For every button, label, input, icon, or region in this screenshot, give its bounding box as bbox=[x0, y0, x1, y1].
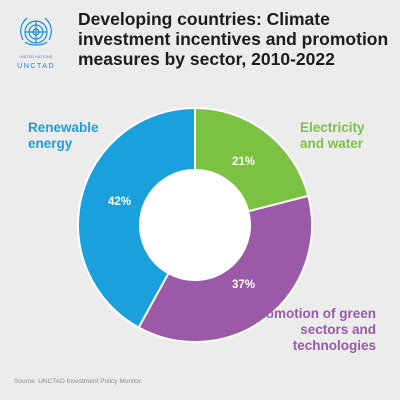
chart-title: Developing countries: Climate investment… bbox=[78, 9, 389, 69]
label-promotion-green: Promotion of green sectors and technolog… bbox=[251, 306, 377, 353]
org-name-label: UNCTAD bbox=[17, 61, 55, 70]
source-note: Source: UNCTAD Investment Policy Monitor… bbox=[14, 378, 143, 385]
label-electricity-water: Electricity and water bbox=[300, 120, 365, 151]
un-emblem-icon bbox=[20, 17, 52, 46]
unctad-logo: UNITED NATIONS UNCTAD bbox=[10, 12, 62, 72]
org-small-label: UNITED NATIONS bbox=[19, 55, 53, 59]
pct-label-electricity: 21% bbox=[232, 156, 256, 168]
donut-hole bbox=[140, 170, 250, 280]
pct-label-renewable: 42% bbox=[108, 196, 132, 208]
pct-label-promotion: 37% bbox=[232, 279, 256, 291]
label-renewable-energy: Renewable energy bbox=[28, 120, 99, 151]
